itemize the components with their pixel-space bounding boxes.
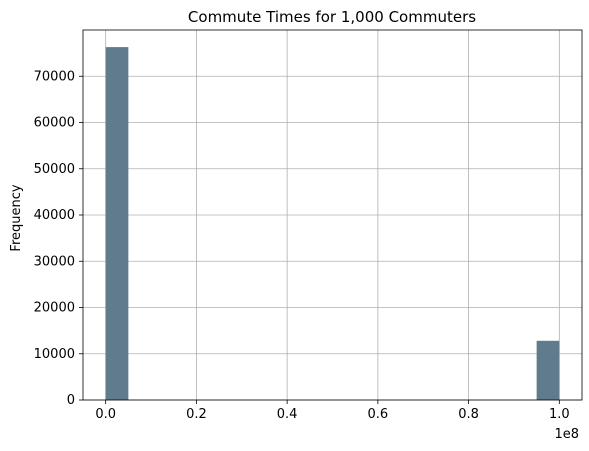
x-tick-label-4: 0.8 [458,407,479,422]
x-tick-label-5: 1.0 [549,407,570,422]
y-tick-label-3: 30000 [34,254,75,269]
grid-layer [83,30,582,401]
y-tick-label-2: 20000 [34,301,75,316]
chart-title: Commute Times for 1,000 Commuters [188,8,476,26]
x-tick-label-2: 0.4 [277,407,298,422]
x-axis-offset-label: 1e8 [554,427,579,442]
y-tick-label-4: 40000 [34,208,75,223]
y-tick-label-0: 0 [67,393,75,408]
y-tick-label-6: 60000 [34,116,75,131]
bars-layer [105,47,560,401]
y-tick-label-7: 70000 [34,69,75,84]
x-tick-label-0: 0.0 [95,407,116,422]
histogram-bar-0 [105,47,129,401]
y-tick-label-1: 10000 [34,347,75,362]
y-axis-title: Frequency [9,184,24,251]
y-ticks-layer: 0 10000 20000 30000 40000 50000 60000 70000 [34,69,83,408]
histogram-bar-1 [536,340,560,400]
x-tick-label-3: 0.6 [368,407,389,422]
x-ticks-layer: 0.0 0.2 0.4 0.6 0.8 1.0 [95,400,570,422]
y-tick-label-5: 50000 [34,162,75,177]
x-tick-label-1: 0.2 [186,407,207,422]
